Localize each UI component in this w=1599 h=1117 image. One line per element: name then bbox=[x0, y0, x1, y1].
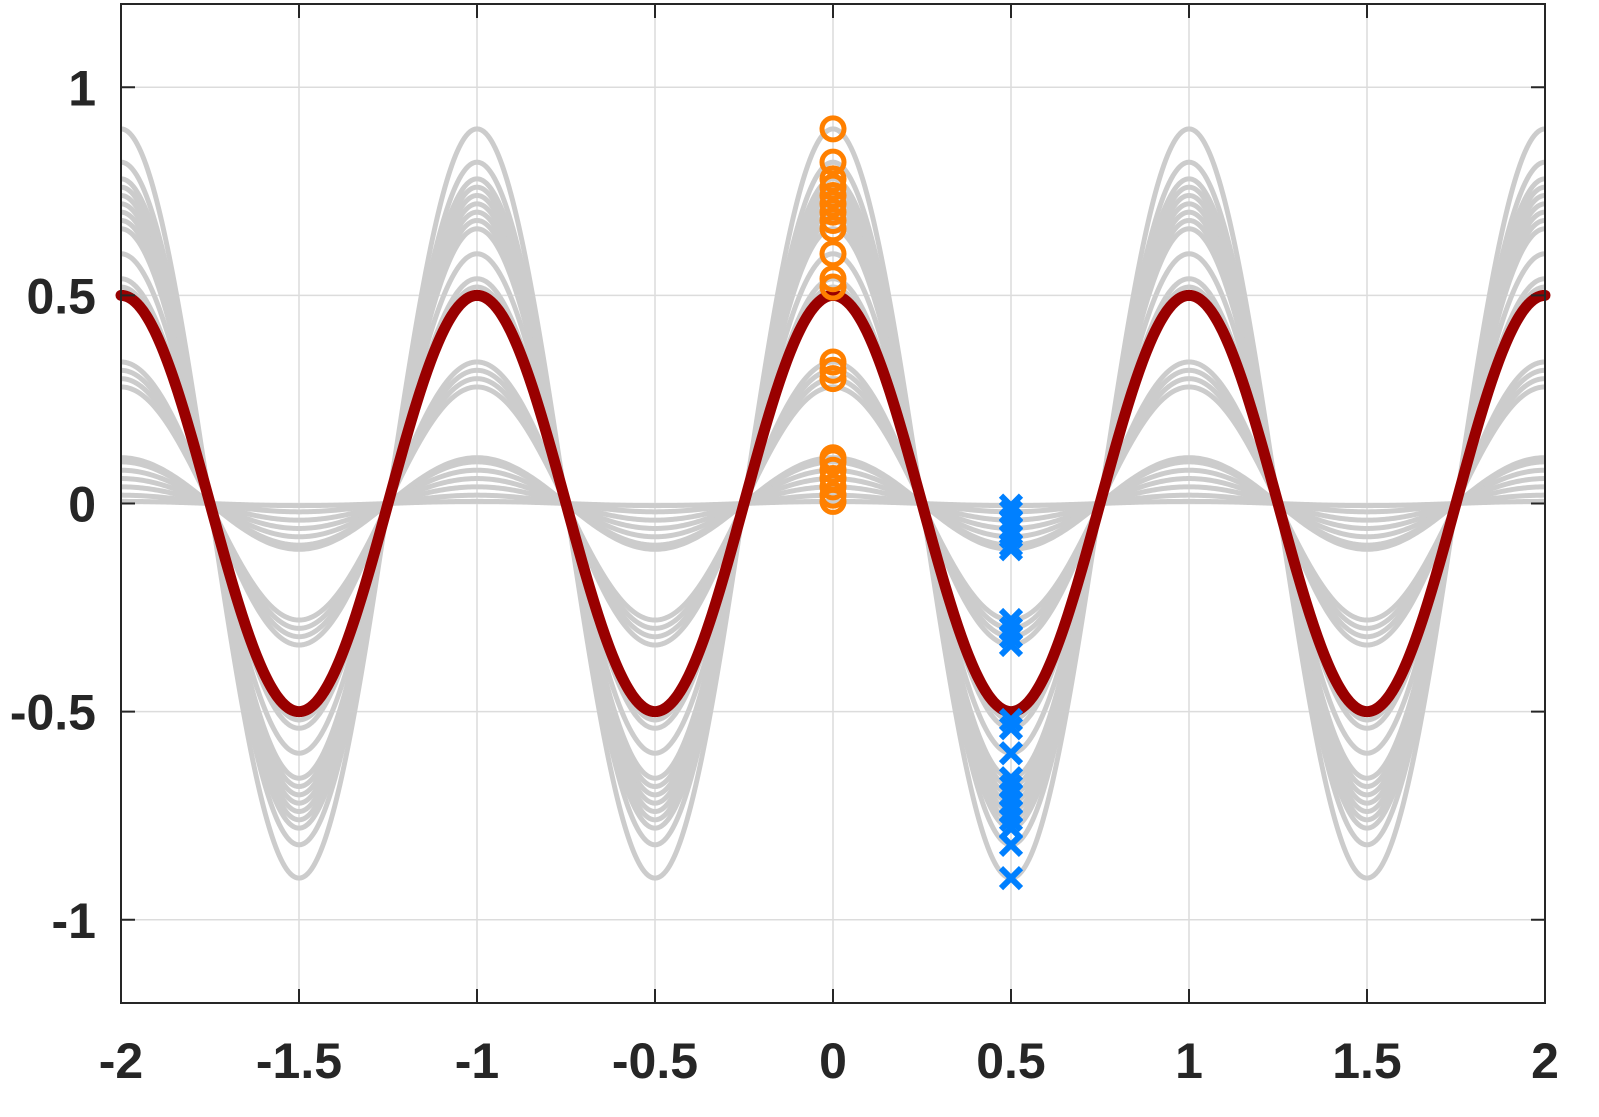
sample-curve-line bbox=[120, 126, 1546, 881]
x-tick-label: -0.5 bbox=[612, 1033, 698, 1089]
circle-marker bbox=[819, 173, 847, 201]
sample-curve-line bbox=[120, 498, 1546, 509]
y-tick-label: 1 bbox=[68, 60, 96, 116]
circle-marker bbox=[819, 273, 847, 301]
mean-curve-layer bbox=[115, 289, 1551, 718]
mean-curve-line bbox=[115, 289, 1551, 718]
x-tick-label: 1 bbox=[1175, 1033, 1203, 1089]
circle-marker bbox=[819, 198, 847, 226]
circle-marker bbox=[819, 348, 847, 376]
x-tick-labels: -2 -1.5 -1 -0.5 0 0.5 1 1.5 2 bbox=[99, 1033, 1559, 1089]
x-tick-label: 2 bbox=[1531, 1033, 1559, 1089]
circle-marker bbox=[819, 148, 847, 176]
y-tick-label: -0.5 bbox=[10, 685, 96, 741]
sample-curve-line bbox=[120, 159, 1546, 848]
x-marker bbox=[998, 707, 1024, 733]
circle-marker bbox=[819, 473, 847, 501]
x-marker bbox=[998, 807, 1024, 832]
y-tick-label: 0.5 bbox=[26, 268, 96, 324]
x-marker bbox=[998, 632, 1024, 658]
circle-marker bbox=[819, 265, 847, 293]
x-marker bbox=[998, 866, 1024, 891]
circle-marker bbox=[819, 240, 847, 268]
x-marker bbox=[998, 624, 1024, 649]
sample-curve-line bbox=[120, 484, 1546, 523]
sample-curve-line bbox=[120, 476, 1546, 531]
circle-marker bbox=[819, 448, 847, 476]
circle-marker bbox=[819, 190, 847, 218]
x-marker bbox=[998, 832, 1024, 857]
y-tick-label: -1 bbox=[52, 893, 96, 949]
sample-curve-line bbox=[120, 359, 1546, 648]
circle-marker bbox=[819, 487, 847, 515]
circle-marker bbox=[819, 165, 847, 193]
x-tick-label: -1 bbox=[455, 1033, 499, 1089]
circle-marker bbox=[819, 181, 847, 209]
circle-marker bbox=[819, 365, 847, 393]
circle-marker bbox=[819, 456, 847, 484]
y-tick-labels: -1 -0.5 0 0.5 1 bbox=[10, 60, 96, 949]
circle-marker bbox=[819, 356, 847, 384]
x-tick-label: -2 bbox=[99, 1033, 143, 1089]
circle-marker bbox=[819, 215, 847, 243]
x-tick-label: 0 bbox=[819, 1033, 847, 1089]
x-marker bbox=[998, 741, 1024, 766]
x-marker bbox=[998, 537, 1024, 562]
circle-marker bbox=[819, 206, 847, 234]
markers-layer bbox=[819, 115, 1024, 891]
x-marker bbox=[998, 716, 1024, 741]
sample-curve-line bbox=[120, 492, 1546, 515]
x-tick-label: 0.5 bbox=[976, 1033, 1046, 1089]
x-tick-label: 1.5 bbox=[1332, 1033, 1402, 1089]
sample-curve-line bbox=[120, 251, 1546, 756]
y-tick-label: 0 bbox=[68, 477, 96, 533]
x-tick-label: -1.5 bbox=[256, 1033, 342, 1089]
circle-marker bbox=[819, 115, 847, 143]
axes-layer bbox=[120, 3, 1546, 1004]
